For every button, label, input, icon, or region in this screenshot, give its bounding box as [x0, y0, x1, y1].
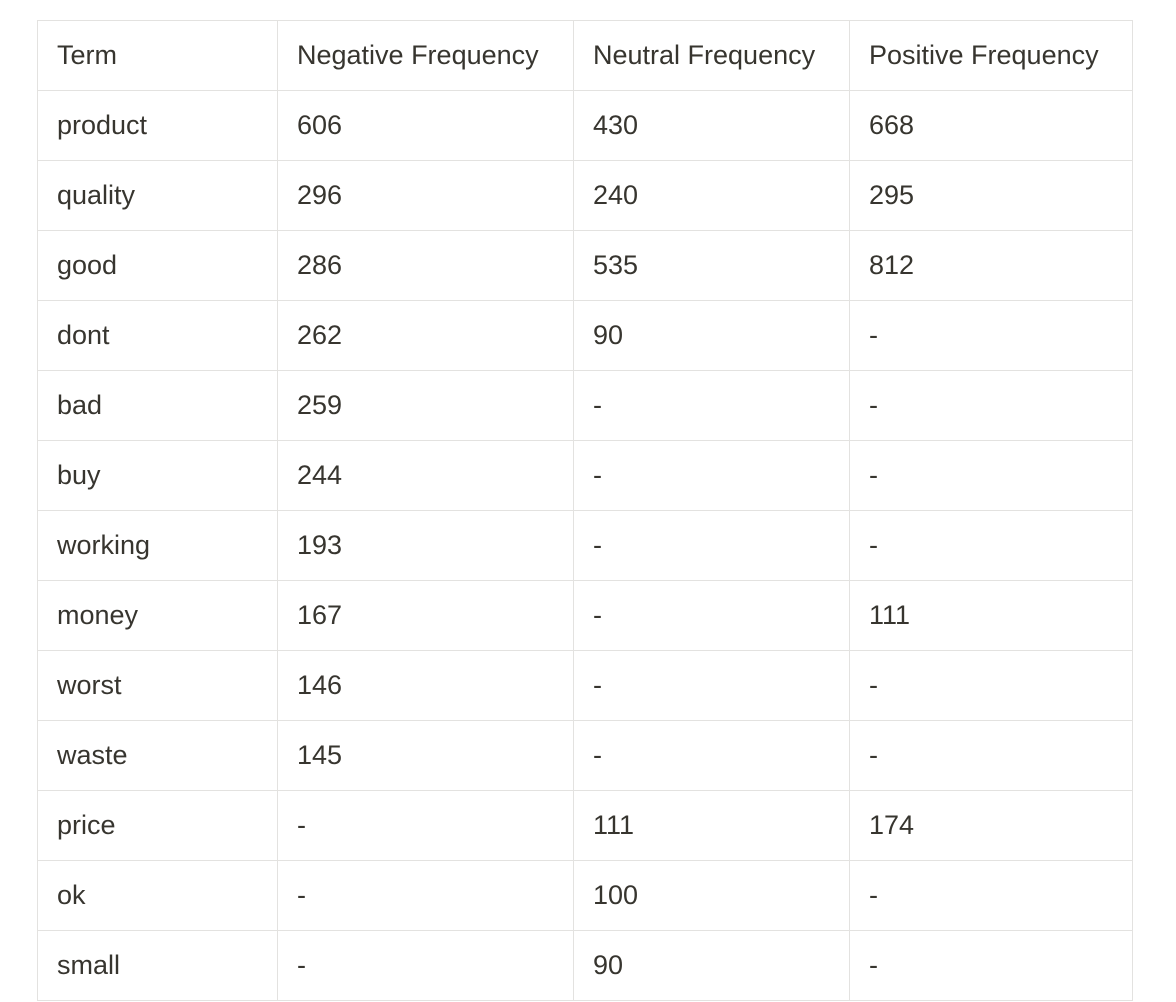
- negative-frequency-cell: 146: [277, 650, 574, 721]
- neutral-frequency-cell: 90: [573, 300, 850, 371]
- neutral-frequency-cell: 90: [573, 930, 850, 1001]
- table-row: waste 145 - -: [37, 720, 1133, 791]
- positive-frequency-cell: 295: [849, 160, 1133, 231]
- term-cell: worst: [37, 650, 278, 721]
- term-cell: dont: [37, 300, 278, 371]
- negative-frequency-cell: -: [277, 790, 574, 861]
- positive-frequency-cell: -: [849, 930, 1133, 1001]
- negative-frequency-cell: 606: [277, 90, 574, 161]
- table-row: quality 296 240 295: [37, 160, 1133, 231]
- negative-frequency-cell: 244: [277, 440, 574, 511]
- table-row: working 193 - -: [37, 510, 1133, 581]
- neutral-frequency-cell: 240: [573, 160, 850, 231]
- positive-frequency-cell: -: [849, 440, 1133, 511]
- positive-frequency-cell: 174: [849, 790, 1133, 861]
- negative-frequency-cell: 296: [277, 160, 574, 231]
- positive-frequency-cell: 111: [849, 580, 1133, 651]
- negative-frequency-cell: 193: [277, 510, 574, 581]
- table-row: buy 244 - -: [37, 440, 1133, 511]
- neutral-frequency-cell: -: [573, 510, 850, 581]
- term-cell: money: [37, 580, 278, 651]
- table-row: good 286 535 812: [37, 230, 1133, 301]
- positive-frequency-cell: -: [849, 370, 1133, 441]
- header-cell-negative-frequency: Negative Frequency: [277, 20, 574, 91]
- negative-frequency-cell: -: [277, 860, 574, 931]
- negative-frequency-cell: 259: [277, 370, 574, 441]
- negative-frequency-cell: -: [277, 930, 574, 1001]
- positive-frequency-cell: -: [849, 510, 1133, 581]
- header-row: Term Negative Frequency Neutral Frequenc…: [37, 20, 1133, 91]
- positive-frequency-cell: -: [849, 860, 1133, 931]
- term-cell: buy: [37, 440, 278, 511]
- neutral-frequency-cell: 535: [573, 230, 850, 301]
- table-header: Term Negative Frequency Neutral Frequenc…: [37, 20, 1133, 91]
- neutral-frequency-cell: 100: [573, 860, 850, 931]
- header-cell-neutral-frequency: Neutral Frequency: [573, 20, 850, 91]
- table-row: product 606 430 668: [37, 90, 1133, 161]
- negative-frequency-cell: 145: [277, 720, 574, 791]
- term-cell: product: [37, 90, 278, 161]
- table-row: small - 90 -: [37, 930, 1133, 1001]
- term-cell: working: [37, 510, 278, 581]
- table-row: money 167 - 111: [37, 580, 1133, 651]
- neutral-frequency-cell: -: [573, 720, 850, 791]
- positive-frequency-cell: -: [849, 720, 1133, 791]
- frequency-table-container: Term Negative Frequency Neutral Frequenc…: [37, 20, 1133, 1001]
- term-cell: price: [37, 790, 278, 861]
- term-frequency-table: Term Negative Frequency Neutral Frequenc…: [37, 20, 1133, 1001]
- table-row: dont 262 90 -: [37, 300, 1133, 371]
- table-row: price - 111 174: [37, 790, 1133, 861]
- term-cell: good: [37, 230, 278, 301]
- negative-frequency-cell: 167: [277, 580, 574, 651]
- neutral-frequency-cell: -: [573, 440, 850, 511]
- positive-frequency-cell: 812: [849, 230, 1133, 301]
- header-cell-positive-frequency: Positive Frequency: [849, 20, 1133, 91]
- positive-frequency-cell: 668: [849, 90, 1133, 161]
- term-cell: ok: [37, 860, 278, 931]
- table-row: ok - 100 -: [37, 860, 1133, 931]
- header-cell-term: Term: [37, 20, 278, 91]
- neutral-frequency-cell: -: [573, 580, 850, 651]
- table-row: bad 259 - -: [37, 370, 1133, 441]
- term-cell: waste: [37, 720, 278, 791]
- term-cell: small: [37, 930, 278, 1001]
- neutral-frequency-cell: -: [573, 650, 850, 721]
- positive-frequency-cell: -: [849, 650, 1133, 721]
- term-cell: bad: [37, 370, 278, 441]
- negative-frequency-cell: 286: [277, 230, 574, 301]
- neutral-frequency-cell: 430: [573, 90, 850, 161]
- negative-frequency-cell: 262: [277, 300, 574, 371]
- table-row: worst 146 - -: [37, 650, 1133, 721]
- positive-frequency-cell: -: [849, 300, 1133, 371]
- table-body: product 606 430 668 quality 296 240 295 …: [37, 90, 1133, 1001]
- neutral-frequency-cell: -: [573, 370, 850, 441]
- term-cell: quality: [37, 160, 278, 231]
- neutral-frequency-cell: 111: [573, 790, 850, 861]
